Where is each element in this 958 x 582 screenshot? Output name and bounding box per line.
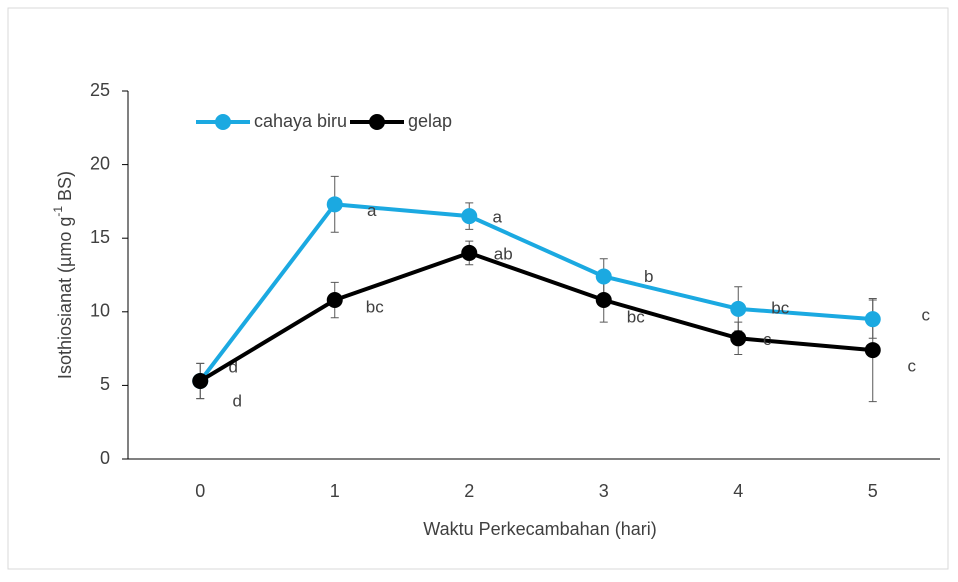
y-axis-title-end: BS) — [55, 171, 75, 206]
x-tick-label: 1 — [330, 481, 340, 501]
letter-label: ab — [494, 244, 513, 263]
x-tick-label: 0 — [195, 481, 205, 501]
point — [326, 196, 343, 213]
point — [192, 372, 209, 389]
y-tick-label: 20 — [90, 153, 110, 173]
y-tick-label: 25 — [90, 80, 110, 100]
y-axis-title: Isothiosianat (µmo g-1 BS) — [51, 171, 75, 379]
point — [595, 292, 612, 309]
legend-marker — [215, 114, 231, 130]
x-tick-label: 3 — [599, 481, 609, 501]
point — [864, 342, 881, 359]
x-tick-label: 5 — [868, 481, 878, 501]
legend-marker — [369, 114, 385, 130]
point — [461, 244, 478, 261]
letter-label: bc — [366, 298, 384, 317]
x-tick-label: 4 — [733, 481, 743, 501]
letter-label: c — [763, 330, 772, 349]
point — [730, 330, 747, 347]
letter-label: bc — [627, 308, 645, 327]
point — [864, 311, 881, 328]
point — [730, 300, 747, 317]
legend-label: gelap — [408, 111, 452, 131]
point — [326, 292, 343, 309]
series-line — [199, 250, 873, 383]
letter-label: d — [233, 391, 242, 410]
letter-label: bc — [771, 298, 789, 317]
series-line — [198, 202, 873, 383]
letter-label: b — [644, 267, 653, 286]
y-tick-label: 15 — [90, 227, 110, 247]
y-axis-title-sup: -1 — [51, 206, 65, 217]
y-axis-title-main: Isothiosianat (µmo g — [55, 217, 75, 379]
letter-label: d — [229, 357, 238, 376]
chart-border — [7, 7, 949, 570]
legend-label: cahaya biru — [254, 111, 347, 131]
x-tick-label: 2 — [464, 481, 474, 501]
letter-label: c — [922, 306, 931, 325]
y-tick-label: 0 — [100, 448, 110, 468]
y-tick-label: 10 — [90, 301, 110, 321]
point — [461, 208, 478, 225]
y-tick-label: 5 — [100, 374, 110, 394]
letter-label: c — [908, 357, 917, 376]
letter-label: a — [493, 208, 503, 227]
point — [595, 268, 612, 285]
letter-label: a — [367, 201, 377, 220]
x-axis-title: Waktu Perkecambahan (hari) — [423, 519, 656, 539]
